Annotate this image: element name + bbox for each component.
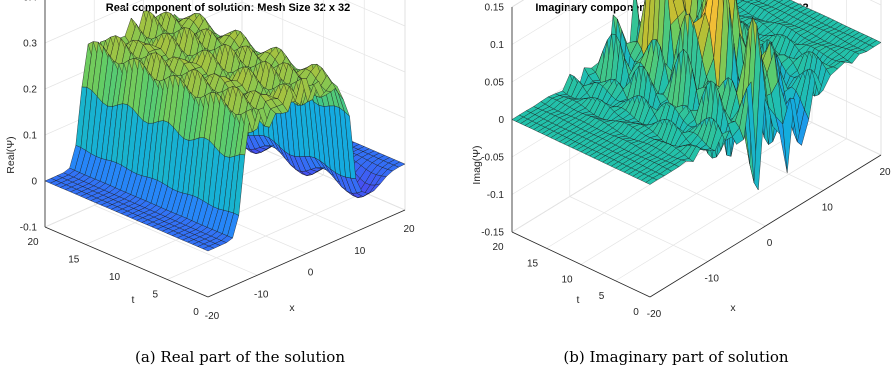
y-tick-label: 15	[527, 258, 539, 269]
figure-caption: (a) Real part of the solution	[135, 348, 345, 366]
z-tick-label: -0.1	[20, 223, 38, 234]
x-tick-label: 20	[403, 224, 415, 235]
x-tick-label: -10	[254, 289, 269, 300]
y-tick-label: 20	[27, 237, 39, 248]
surface-patch	[393, 161, 406, 168]
x-axis-line	[649, 154, 882, 298]
surface	[44, 10, 406, 252]
x-tick-label: -20	[647, 309, 662, 320]
gridline	[580, 122, 813, 265]
x-tick-label: -20	[205, 311, 220, 322]
surface-patch	[758, 0, 769, 4]
x-axis-label: x	[730, 302, 736, 314]
figure-caption: (b) Imaginary part of solution	[563, 348, 788, 366]
gridline	[167, 192, 365, 280]
z-tick-label: 0.1	[23, 131, 37, 142]
surface-patch	[704, 0, 714, 27]
surface-patch	[755, 0, 762, 2]
gridline	[343, 0, 406, 27]
surface	[511, 0, 882, 191]
surface-patch	[869, 40, 882, 48]
surface-patch	[740, 0, 745, 1]
z-tick-label: 0.4	[23, 0, 37, 4]
panel-real: Real component of solution: Mesh Size 32…	[5, 0, 415, 366]
gridline	[44, 0, 144, 44]
gridline	[615, 138, 847, 282]
y-axis-label: t	[577, 294, 580, 306]
z-tick-label: 0	[498, 115, 504, 126]
x-axis-label: x	[289, 302, 295, 314]
y-tick-label: 15	[68, 255, 80, 266]
y-axis-label: t	[132, 294, 135, 306]
z-axis-label: Imag(Ψ)	[471, 145, 483, 184]
z-tick-label: 0.15	[485, 3, 505, 14]
y-tick-label: 10	[561, 275, 573, 286]
surface-patch	[700, 0, 708, 19]
x-tick-label: -10	[705, 274, 720, 285]
z-tick-label: -0.1	[487, 190, 505, 201]
z-tick-label: -0.05	[481, 153, 504, 164]
y-tick-label: 20	[492, 242, 504, 253]
y-tick-label: 0	[193, 307, 199, 318]
y-tick-label: 5	[152, 290, 158, 301]
z-tick-label: -0.15	[481, 228, 504, 239]
y-tick-label: 5	[599, 291, 605, 302]
z-tick-label: 0.05	[485, 78, 505, 89]
z-tick-label: 0.2	[23, 85, 37, 96]
z-tick-label: 0	[31, 177, 37, 188]
y-axis-line	[44, 226, 209, 298]
y-axis-line	[511, 231, 651, 298]
x-axis-line	[207, 209, 406, 298]
z-axis-label: Real(Ψ)	[5, 136, 17, 173]
y-tick-label: 10	[109, 272, 121, 283]
x-tick-label: 10	[822, 203, 834, 214]
x-tick-label: 0	[308, 268, 314, 279]
surface-patch	[774, 0, 784, 3]
z-tick-label: 0.1	[490, 40, 504, 51]
x-tick-label: 10	[354, 246, 366, 257]
surface-patch	[641, 0, 651, 64]
gridline	[511, 0, 586, 45]
y-tick-label: 0	[633, 307, 639, 318]
x-tick-label: 20	[879, 167, 891, 178]
z-tick-label: 0.3	[23, 39, 37, 50]
panel-imaginary: Imaginary component of solution: Mesh Si…	[471, 0, 891, 366]
x-tick-label: 0	[767, 238, 773, 249]
